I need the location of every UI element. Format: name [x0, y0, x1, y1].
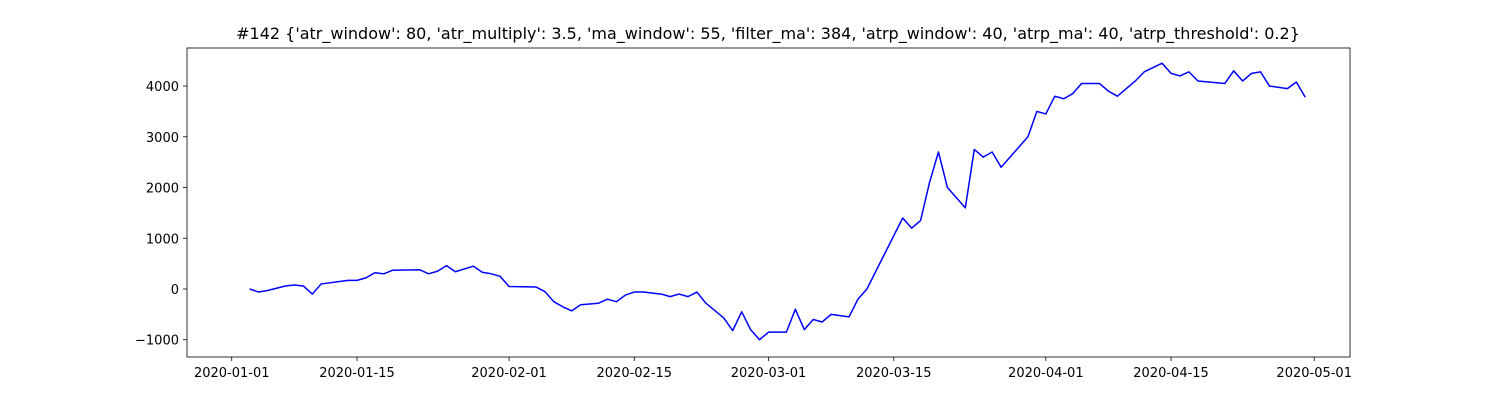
x-tick-label: 2020-02-01 [471, 366, 547, 381]
y-tick-label: 3000 [146, 131, 179, 146]
y-tick-label: 4000 [146, 80, 179, 95]
y-tick-label: 1000 [146, 232, 179, 247]
x-tick-label: 2020-03-01 [731, 366, 807, 381]
x-tick-label: 2020-05-01 [1276, 366, 1352, 381]
x-tick-label: 2020-03-15 [856, 366, 932, 381]
plot-frame [186, 47, 1351, 358]
x-tick-label: 2020-04-15 [1133, 366, 1209, 381]
y-tick-label: 2000 [146, 182, 179, 197]
chart-title: #142 {'atr_window': 80, 'atr_multiply': … [236, 24, 1300, 44]
y-tick-label: 0 [171, 283, 179, 298]
x-tick-label: 2020-01-15 [319, 366, 395, 381]
x-tick-label: 2020-01-01 [194, 366, 270, 381]
y-tick-label: −1000 [135, 334, 179, 349]
x-tick-label: 2020-02-15 [597, 366, 673, 381]
x-tick-label: 2020-04-01 [1008, 366, 1084, 381]
line [249, 62, 1306, 341]
